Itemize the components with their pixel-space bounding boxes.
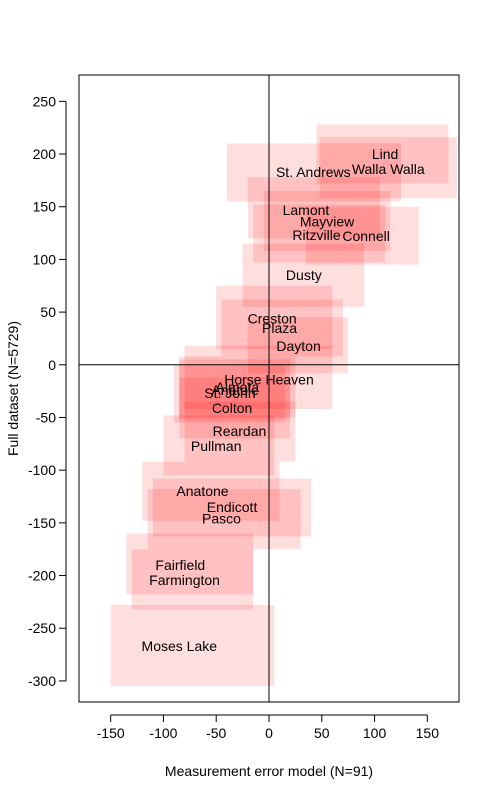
x-tick-label: 0 [265,725,273,741]
box-farmington [131,549,254,610]
uncertainty-boxes [110,124,457,687]
x-tick-label: -150 [97,725,125,741]
box-pasco [147,489,301,550]
y-axis-title: Full dataset (N=5729) [5,321,21,456]
box-walla-walla [319,137,457,199]
box-ritzville [253,204,386,263]
label-fairfield: Fairfield [155,557,205,573]
y-tick-label: 100 [33,251,57,267]
box-moses-lake [110,605,275,687]
y-tick-label: -150 [28,515,56,531]
label-ritzville: Ritzville [292,227,340,243]
label-connell: Connell [342,228,389,244]
label-pasco: Pasco [202,511,241,527]
y-tick-label: -300 [28,673,56,689]
box-anatone [142,461,280,521]
x-tick-label: 100 [363,725,387,741]
label-reardan: Reardan [213,423,267,439]
y-tick-label: -100 [28,462,56,478]
box-anatole [179,359,291,420]
y-tick-label: 150 [33,199,57,215]
y-tick-label: -50 [36,409,56,425]
label-st-john: St. John [204,385,255,401]
box-dayton [247,317,349,374]
box-lind [316,124,449,184]
plot-frame [78,74,460,703]
x-axis-title: Measurement error model (N=91) [165,763,373,779]
y-tick-label: -200 [28,568,56,584]
box-creston [216,285,333,349]
label-anatone: Anatone [176,483,228,499]
label-pullman: Pullman [191,438,242,454]
x-axis: -150 -100 -50 0 50 100 150 [97,714,440,741]
box-horse-heaven [184,345,333,410]
box-mayview [263,190,391,251]
box-st-andrews [226,143,401,202]
label-dusty: Dusty [286,267,322,283]
label-walla-walla: Walla Walla [352,161,425,177]
box-connell [305,206,419,265]
y-tick-label: -250 [28,620,56,636]
box-plaza [221,299,343,357]
label-mayview: Mayview [300,213,355,229]
label-st-andrews: St. Andrews [276,164,351,180]
label-anatole: Anatole [211,382,259,398]
y-tick-label: 50 [40,304,56,320]
x-tick-label: -100 [149,725,177,741]
label-farmington: Farmington [149,572,220,588]
x-tick-label: 150 [416,725,440,741]
box-reardan [184,401,296,462]
label-moses-lake: Moses Lake [142,638,218,654]
x-tick-label: -50 [206,725,226,741]
x-tick-label: 50 [314,725,330,741]
label-plaza: Plaza [262,320,297,336]
label-lamont: Lamont [283,202,330,218]
label-horse-heaven: Horse Heaven [224,372,314,388]
label-dayton: Dayton [276,338,320,354]
y-tick-label: 250 [33,93,57,109]
box-lamont [247,177,380,239]
box-pullman [163,415,275,476]
y-tick-label: 200 [33,146,57,162]
label-colton: Colton [212,400,252,416]
box-endicott [152,478,312,537]
box-st-john [174,364,285,423]
box-almota [179,356,296,418]
box-fairfield [126,533,254,595]
reference-lines [79,75,459,702]
y-axis: -300 -250 -200 -150 -100 -50 0 50 100 150 200 250 [28,93,67,689]
label-lind: Lind [372,146,398,162]
box-dusty [242,243,364,307]
label-endicott: Endicott [207,499,258,515]
label-creston: Creston [248,310,297,326]
y-tick-label: 0 [48,357,56,373]
label-almota: Almota [216,379,260,395]
box-colton [179,377,291,439]
